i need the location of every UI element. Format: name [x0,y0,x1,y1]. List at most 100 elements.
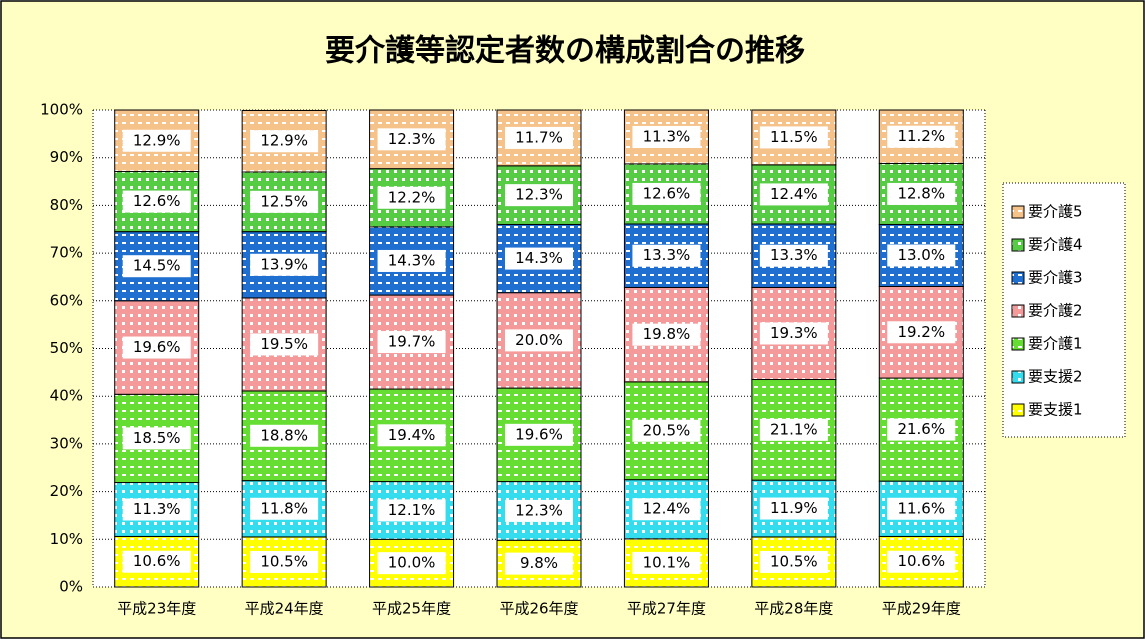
data-label-box [632,244,701,267]
data-label-box [122,498,191,521]
legend-swatch [1011,304,1025,318]
legend-swatch [1011,403,1025,417]
data-label: 20.0% [515,331,563,349]
data-label: 11.9% [770,499,818,517]
data-label-box [122,336,191,359]
data-label: 19.4% [388,426,436,444]
x-tick-label: 平成28年度 [754,600,833,618]
data-label-box [887,182,956,205]
data-label: 13.3% [770,246,818,264]
data-label-box [250,190,319,213]
y-tick-label: 60% [50,291,83,309]
data-label: 11.7% [515,128,563,146]
data-label-box [250,424,319,447]
data-label: 12.5% [260,192,308,210]
y-tick-label: 0% [59,578,83,596]
data-label: 11.3% [643,127,691,145]
data-label: 11.6% [897,499,945,517]
data-label-box [759,497,828,520]
data-label: 9.8% [520,554,558,572]
data-label: 10.5% [770,552,818,570]
data-label-box [377,186,446,209]
legend-swatch [1011,337,1025,351]
data-label-box [887,497,956,520]
data-label-box [505,499,573,522]
data-label: 10.1% [643,553,691,571]
y-tick-label: 80% [50,196,83,214]
data-label-box [250,253,319,276]
data-label: 12.3% [388,130,436,148]
data-label-box [887,125,956,148]
data-label: 10.5% [260,552,308,570]
data-label: 12.1% [388,501,436,519]
y-tick-label: 50% [50,339,83,357]
legend-swatch [1011,271,1025,285]
data-label-box [759,322,828,345]
x-tick-label: 平成26年度 [499,600,578,618]
chart-title: 要介護等認定者数の構成割合の推移 [325,34,805,69]
legend-swatch [1011,370,1025,384]
y-tick-label: 90% [50,148,83,166]
data-label-box [250,130,319,153]
data-label-box [122,255,191,278]
data-label-box [377,128,446,151]
data-label-box [377,552,446,575]
data-label-box [377,331,446,354]
data-label: 11.5% [770,128,818,146]
legend-swatch [1011,238,1025,252]
data-label-box [759,126,828,149]
data-label: 18.5% [133,429,181,447]
data-label: 14.5% [133,257,181,275]
y-tick-label: 10% [50,530,83,548]
data-label: 14.3% [388,251,436,269]
data-label-box [759,418,828,441]
data-label: 19.3% [770,324,818,342]
data-label: 19.5% [260,335,308,353]
data-label-box [887,321,956,344]
data-label: 12.3% [515,186,563,204]
data-label: 11.2% [897,127,945,145]
data-label: 19.2% [897,323,945,341]
data-label-box [505,184,573,207]
data-label: 12.8% [897,184,945,202]
legend-swatch [1011,205,1025,219]
data-label-box [250,550,319,573]
y-tick-label: 100% [40,101,83,119]
data-label-box [250,497,319,520]
data-label-box [632,323,701,346]
x-tick-label: 平成24年度 [245,600,324,618]
data-label-box [632,182,701,205]
data-label: 14.3% [515,249,563,267]
x-tick-label: 平成23年度 [117,600,196,618]
data-label: 10.6% [897,552,945,570]
data-label: 12.4% [643,500,691,518]
legend-label: 要介護5 [1028,203,1083,221]
data-label-box [122,190,191,213]
data-label-box [632,419,701,442]
data-label-box [377,249,446,272]
data-label: 13.0% [897,246,945,264]
legend-label: 要介護3 [1028,269,1083,287]
data-label-box [887,418,956,441]
data-label-box [122,129,191,152]
data-label: 11.3% [133,500,181,518]
data-label-box [632,551,701,574]
x-tick-label: 平成27年度 [627,600,706,618]
data-label-box [377,424,446,447]
data-label-box [377,499,446,522]
data-label-box [505,423,573,446]
data-label-box [759,244,828,267]
data-label: 13.3% [643,246,691,264]
data-label: 21.1% [770,420,818,438]
legend-label: 要介護4 [1028,236,1083,254]
data-label-box [887,244,956,267]
data-label-box [122,550,191,573]
data-label: 10.0% [388,554,436,572]
data-label: 11.8% [260,499,308,517]
data-label: 19.8% [643,325,691,343]
data-label-box [122,427,191,450]
data-label-box [505,552,573,575]
data-label: 13.9% [260,255,308,273]
legend-label: 要支援1 [1028,401,1083,419]
